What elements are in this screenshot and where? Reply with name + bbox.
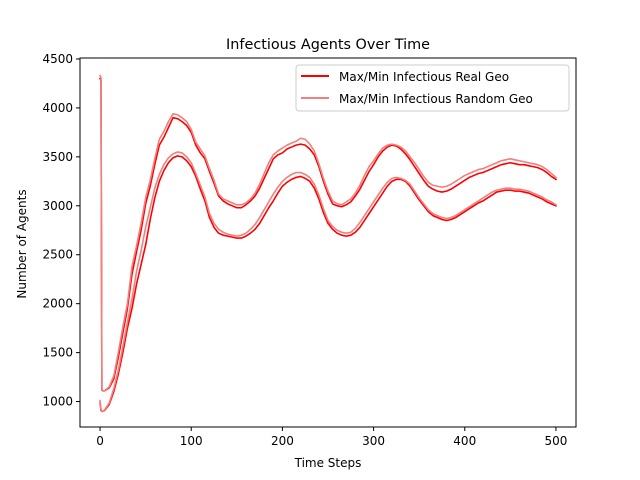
x-axis-label: Time Steps: [294, 456, 362, 470]
y-tick-label: 4500: [42, 52, 73, 66]
series-layer: [98, 74, 558, 413]
y-tick-label: 4000: [42, 101, 73, 115]
legend-label-real: Max/Min Infectious Real Geo: [339, 70, 509, 84]
legend-box: [295, 64, 570, 112]
x-tick-label: 200: [271, 434, 294, 448]
series-line-real-min: [99, 155, 557, 413]
x-tick-label: 0: [96, 434, 104, 448]
series-line-random-min: [99, 151, 558, 413]
y-tick-label: 3000: [42, 199, 73, 213]
series-line-random-max: [98, 74, 558, 392]
x-tick-label: 500: [544, 434, 567, 448]
chart-title: Infectious Agents Over Time: [226, 37, 430, 53]
legend-label-random: Max/Min Infectious Random Geo: [339, 92, 533, 106]
series-line-real-max: [98, 77, 558, 392]
legend: Max/Min Infectious Real Geo Max/Min Infe…: [295, 64, 570, 112]
axes-layer: 0 100 200 300 400 500 1000 1500 2000 2500 3000 3500…: [42, 52, 577, 448]
x-tick-label: 400: [453, 434, 476, 448]
plot-frame: [79, 57, 577, 428]
y-tick-label: 1500: [42, 346, 73, 360]
y-tick-label: 2000: [42, 297, 73, 311]
x-tick-label: 100: [180, 434, 203, 448]
y-tick-label: 1000: [42, 395, 73, 409]
y-tick-label: 3500: [42, 150, 73, 164]
y-tick-label: 2500: [42, 248, 73, 262]
x-tick-label: 300: [362, 434, 385, 448]
y-axis-label: Number of Agents: [15, 189, 29, 298]
